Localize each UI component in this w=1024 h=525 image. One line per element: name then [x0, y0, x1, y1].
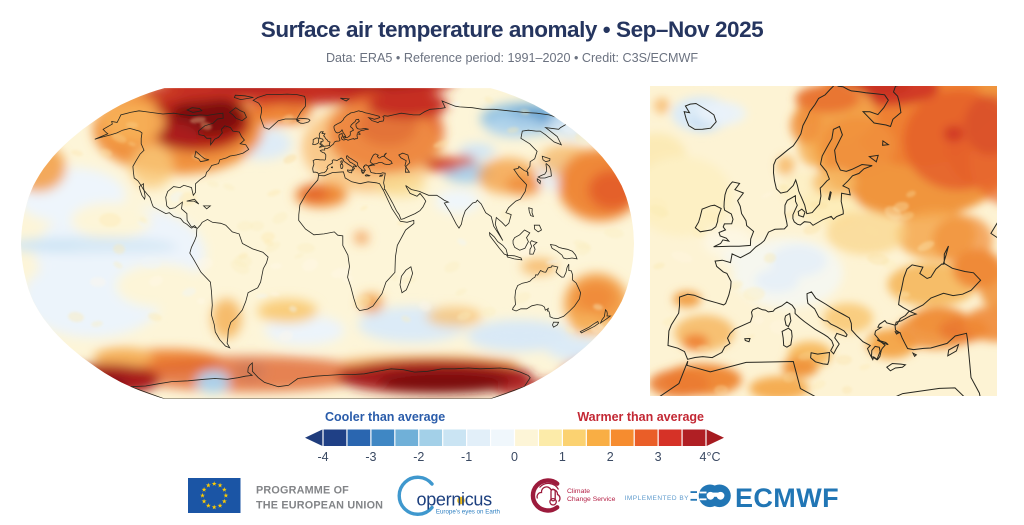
- svg-text:IMPLEMENTED BY: IMPLEMENTED BY: [625, 495, 690, 502]
- svg-text:1: 1: [559, 450, 566, 464]
- svg-text:THE EUROPEAN UNION: THE EUROPEAN UNION: [256, 500, 383, 512]
- svg-text:Europe's eyes on Earth: Europe's eyes on Earth: [436, 509, 501, 516]
- svg-text:3: 3: [655, 450, 662, 464]
- svg-text:4°C: 4°C: [700, 450, 721, 464]
- svg-text:Cooler than average: Cooler than average: [325, 410, 445, 424]
- svg-text:PROGRAMME OF: PROGRAMME OF: [256, 485, 349, 497]
- svg-text:ECMWF: ECMWF: [735, 483, 839, 513]
- svg-text:-3: -3: [365, 450, 376, 464]
- svg-text:opernicus: opernicus: [417, 490, 493, 510]
- svg-text:Change Service: Change Service: [567, 496, 616, 503]
- svg-text:-1: -1: [461, 450, 472, 464]
- svg-text:-2: -2: [413, 450, 424, 464]
- svg-text:-4: -4: [317, 450, 328, 464]
- svg-text:Warmer than average: Warmer than average: [577, 410, 704, 424]
- svg-text:0: 0: [511, 450, 518, 464]
- svg-text:2: 2: [607, 450, 614, 464]
- svg-text:Climate: Climate: [567, 488, 590, 495]
